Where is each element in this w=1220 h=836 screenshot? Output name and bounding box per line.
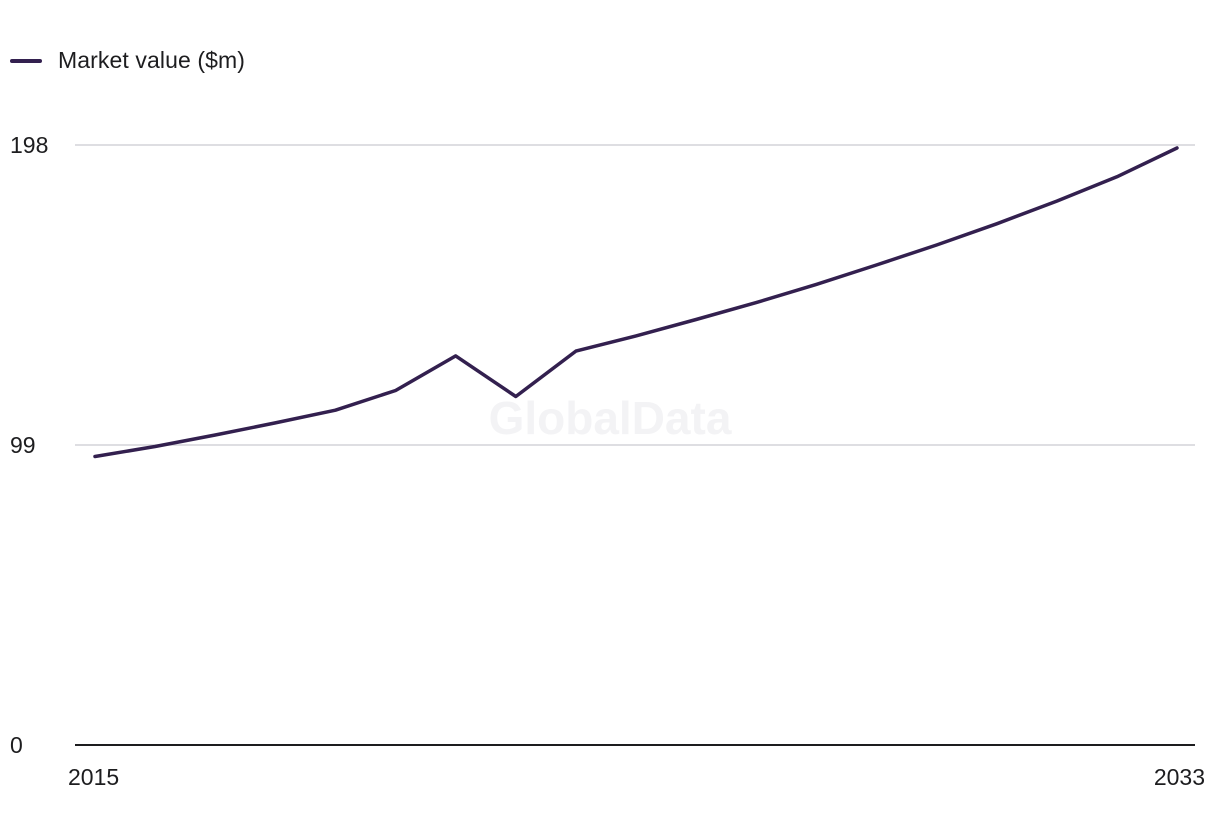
grid [75,144,1195,446]
series [93,146,1179,459]
y-tick-label: 0 [10,732,23,758]
legend-swatch [10,58,42,63]
series-line-market-value [93,146,1179,459]
y-tick-label: 198 [10,132,48,158]
watermark: GlobalData [489,392,732,444]
x-tick-label: 2033 [1154,764,1205,790]
legend-label: Market value ($m) [58,47,246,73]
axes: 0 99 198 2015 2033 [10,132,1205,790]
y-tick-label: 99 [10,432,36,458]
x-tick-label: 2015 [68,764,119,790]
legend: Market value ($m) [10,47,245,74]
